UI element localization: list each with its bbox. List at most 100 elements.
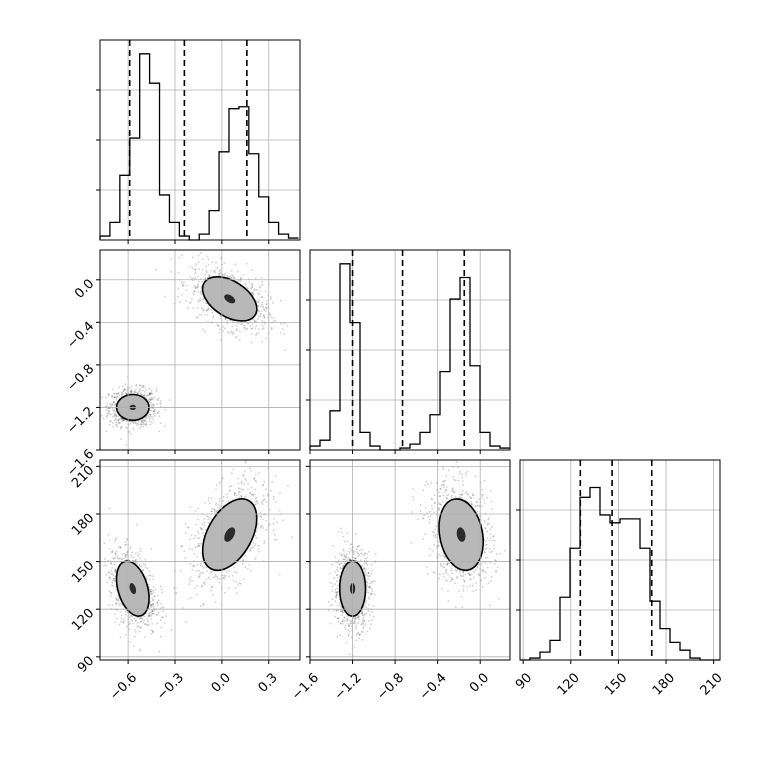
- sample-point: [274, 475, 277, 477]
- sample-point: [341, 554, 343, 557]
- sample-point: [345, 620, 347, 622]
- sample-point: [355, 548, 358, 551]
- sample-point: [462, 579, 465, 581]
- sample-point: [224, 576, 226, 579]
- sample-point: [162, 606, 165, 609]
- sample-point: [424, 533, 427, 536]
- sample-point: [367, 571, 370, 574]
- sample-point: [116, 557, 119, 560]
- sample-point: [210, 497, 213, 500]
- sample-point: [256, 524, 259, 526]
- sample-point: [466, 586, 468, 588]
- sample-point: [249, 569, 252, 572]
- sample-point: [234, 336, 237, 339]
- sample-point: [197, 285, 199, 288]
- sample-point: [222, 325, 224, 328]
- sample-point: [178, 256, 181, 259]
- sample-point: [136, 422, 139, 425]
- sample-point: [143, 619, 146, 621]
- sample-point: [108, 571, 111, 574]
- sample-point: [272, 320, 275, 323]
- sample-point: [115, 602, 117, 605]
- sample-point: [255, 480, 258, 483]
- sample-point: [354, 618, 357, 621]
- sample-point: [481, 488, 484, 491]
- sample-point: [226, 275, 229, 277]
- sample-point: [349, 559, 352, 561]
- sample-point: [360, 630, 363, 633]
- sample-point: [196, 563, 199, 566]
- sample-point: [439, 503, 441, 506]
- sample-point: [122, 621, 125, 623]
- sample-point: [250, 328, 253, 330]
- sample-point: [447, 600, 450, 602]
- sample-point: [147, 394, 150, 396]
- sample-point: [257, 304, 259, 307]
- sample-point: [363, 563, 366, 565]
- sample-point: [196, 285, 199, 288]
- sample-point: [109, 594, 112, 597]
- sample-point: [97, 551, 99, 553]
- sample-point: [184, 284, 187, 287]
- sample-point: [229, 275, 232, 278]
- sample-point: [224, 274, 226, 276]
- sample-point: [334, 595, 337, 598]
- sample-point: [212, 315, 215, 318]
- sample-point: [141, 420, 144, 423]
- sample-point: [442, 572, 445, 575]
- sample-point: [423, 514, 426, 517]
- sample-point: [370, 572, 373, 575]
- sample-point: [185, 289, 188, 291]
- sample-point: [149, 413, 151, 416]
- sample-point: [133, 645, 135, 648]
- sample-point: [260, 312, 262, 315]
- sample-point: [207, 518, 210, 521]
- sample-point: [343, 558, 346, 561]
- sample-point: [258, 313, 261, 316]
- panel-frame: [99, 249, 301, 451]
- sample-point: [244, 460, 247, 463]
- sample-point: [255, 530, 258, 532]
- sample-point: [191, 548, 194, 551]
- sample-point: [361, 619, 364, 622]
- sample-point: [114, 621, 116, 624]
- sample-point: [187, 583, 190, 586]
- sample-point: [270, 316, 273, 319]
- sample-point: [337, 609, 339, 612]
- sample-point: [132, 622, 134, 625]
- sample-point: [262, 327, 265, 329]
- sample-point: [249, 548, 251, 551]
- sample-point: [150, 615, 153, 617]
- sample-point: [134, 422, 137, 424]
- sample-point: [343, 555, 346, 557]
- sample-point: [161, 616, 163, 619]
- sample-point: [224, 574, 227, 577]
- sample-point: [442, 554, 444, 557]
- sample-point: [153, 595, 156, 598]
- sample-point: [346, 532, 349, 534]
- sample-point: [239, 582, 242, 585]
- sample-point: [105, 415, 108, 418]
- sample-point: [130, 615, 133, 618]
- sample-point: [237, 584, 239, 586]
- sample-point: [158, 397, 160, 399]
- sample-point: [111, 604, 114, 607]
- sample-point: [336, 576, 339, 579]
- sample-point: [137, 420, 139, 423]
- sample-point: [349, 622, 352, 625]
- sample-point: [150, 398, 153, 401]
- sample-point: [355, 624, 358, 627]
- sample-point: [138, 563, 141, 566]
- sample-point: [264, 310, 267, 313]
- sample-point: [206, 255, 208, 258]
- sample-point: [249, 287, 252, 290]
- sample-point: [195, 570, 198, 572]
- sample-point: [280, 322, 282, 325]
- sample-point: [108, 547, 111, 550]
- sample-point: [337, 617, 340, 620]
- sample-point: [261, 524, 264, 527]
- sample-point: [107, 409, 110, 412]
- sample-point: [180, 281, 183, 284]
- sample-point: [148, 418, 151, 421]
- sample-point: [260, 525, 262, 528]
